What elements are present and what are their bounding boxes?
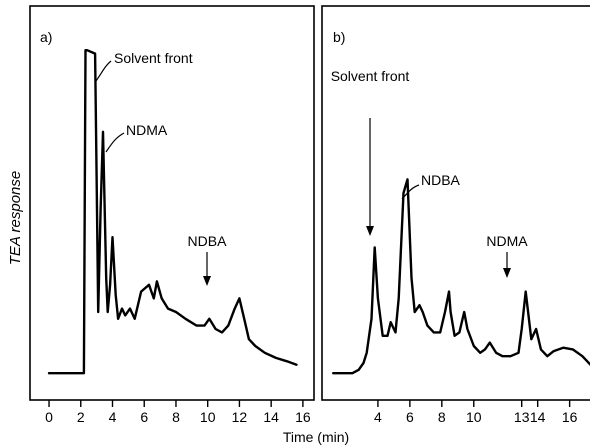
panel-a-x-ticks: 0 2 4 6 8 10 12 14 16 (45, 400, 311, 425)
panel-b-ndba-label: NDBA (421, 172, 461, 188)
y-axis-label: TEA response (7, 171, 24, 266)
panel-b-ndma-arrowhead (503, 268, 511, 278)
panel-b-ndma-label: NDMA (486, 233, 528, 249)
panel-a-x-tick-label: 16 (295, 409, 311, 425)
panel-b-x-tick-label: 13 (514, 409, 530, 425)
panel-b-x-tick-label: 10 (466, 409, 482, 425)
panel-a-frame (29, 5, 315, 401)
panel-b-solvent-front-annotation: Solvent front (331, 68, 410, 236)
panel-a-ndba-arrowhead (203, 276, 211, 286)
panel-a-solvent-front-pointer (95, 60, 112, 82)
panel-a-chromatogram-line (47, 49, 298, 375)
panel-a-x-tick-label: 10 (200, 409, 216, 425)
panel-a-x-tick-label: 0 (45, 409, 53, 425)
panel-b-x-tick-label: 14 (530, 409, 546, 425)
panel-b-ndma-annotation: NDMA (486, 233, 528, 278)
panel-a-ndma-label: NDMA (126, 122, 168, 138)
panel-b-x-tick-label: 8 (438, 409, 446, 425)
panel-b-x-ticks: 4 6 8 10 13 14 16 (374, 400, 578, 425)
panel-b-x-tick-label: 16 (562, 409, 578, 425)
panel-a-ndma-annotation: NDMA (105, 122, 168, 153)
panel-b-chromatogram-line (332, 178, 590, 375)
panel-b-frame (321, 5, 590, 401)
panel-a-x-tick-label: 8 (172, 409, 180, 425)
panel-b-solvent-front-label: Solvent front (331, 68, 410, 84)
panel-a-x-tick-label: 6 (140, 409, 148, 425)
panel-a-ndma-pointer (105, 132, 125, 153)
panel-a-label: a) (40, 29, 52, 45)
panel-b-x-tick-label: 6 (406, 409, 414, 425)
panel-a-solvent-front-annotation: Solvent front (95, 50, 193, 82)
panel-b-label: b) (333, 29, 345, 45)
panel-b-x-tick-label: 4 (374, 409, 382, 425)
panel-a-x-tick-label: 14 (263, 409, 279, 425)
panel-a-ndba-label: NDBA (188, 233, 228, 249)
panel-a-ndba-annotation: NDBA (188, 233, 228, 286)
panel-a-x-tick-label: 4 (109, 409, 117, 425)
panel-b-ndba-pointer (401, 184, 420, 200)
panel-a-x-tick-label: 12 (232, 409, 248, 425)
panel-a-x-tick-label: 2 (77, 409, 85, 425)
panel-a-solvent-front-label: Solvent front (114, 50, 193, 66)
panel-b-ndba-annotation: NDBA (401, 172, 461, 200)
x-axis-label: Time (min) (283, 429, 349, 445)
panel-b-solvent-front-arrowhead (366, 226, 374, 236)
